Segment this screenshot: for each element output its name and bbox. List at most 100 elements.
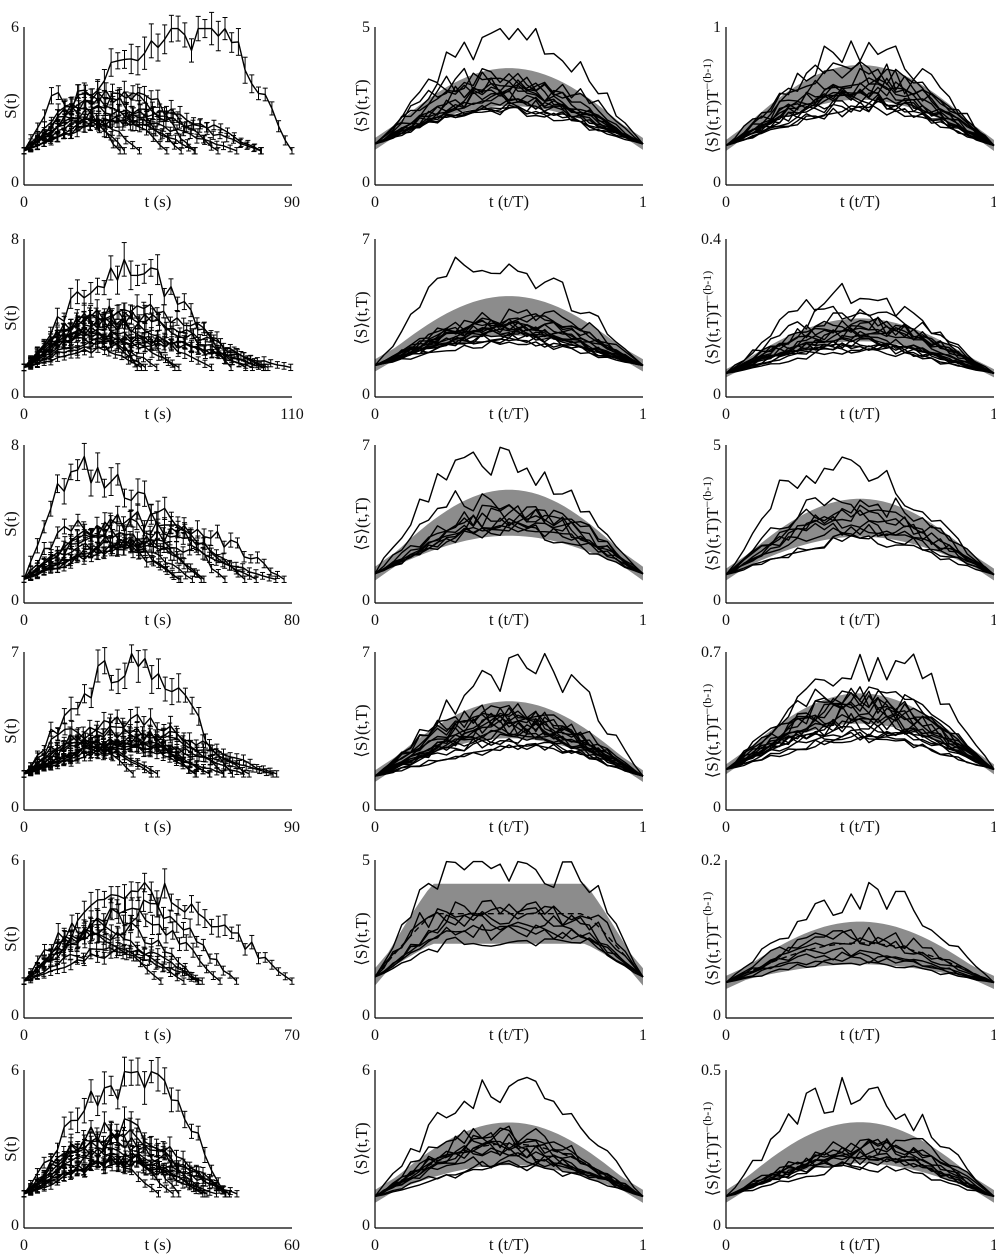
error-bar xyxy=(162,496,168,520)
error-bar xyxy=(175,899,181,916)
error-bar xyxy=(222,914,228,936)
error-bar xyxy=(162,563,168,573)
error-bar xyxy=(221,761,227,770)
error-bar xyxy=(186,971,192,980)
error-bar xyxy=(34,562,40,573)
y-tick-label: 6 xyxy=(11,1062,19,1079)
error-bar xyxy=(201,134,207,144)
mean-dashed-line xyxy=(374,913,644,978)
panel-r5c2: 0 5 0 1 t (t/T) ⟨S⟩(t,T) xyxy=(352,852,647,1044)
error-bar xyxy=(110,140,116,149)
series-line-9 xyxy=(23,517,257,580)
error-bar xyxy=(195,901,201,926)
error-bar xyxy=(150,133,156,142)
error-bar xyxy=(34,538,40,554)
error-bar xyxy=(74,529,80,543)
series-line-1 xyxy=(725,960,995,984)
error-bar xyxy=(194,1175,200,1186)
error-bar xyxy=(54,960,60,971)
error-bar xyxy=(88,745,94,758)
error-bar xyxy=(221,342,227,354)
error-bar xyxy=(61,740,67,751)
error-bar xyxy=(202,909,208,928)
x-tick-label: 0 xyxy=(722,194,730,211)
series-line-8 xyxy=(23,104,261,152)
error-bar xyxy=(48,944,54,959)
error-bar xyxy=(139,332,145,344)
error-bar xyxy=(48,333,54,346)
error-bar xyxy=(115,668,121,695)
error-bar xyxy=(176,564,182,573)
error-bar xyxy=(147,894,153,913)
error-bar xyxy=(157,543,163,556)
error-bar xyxy=(247,571,253,580)
error-bar xyxy=(149,914,155,936)
series-line-7 xyxy=(374,517,644,575)
series-line-0 xyxy=(374,860,644,978)
series-line-15 xyxy=(374,710,644,777)
y-tick-label: 0 xyxy=(362,1217,370,1234)
error-bar xyxy=(168,1087,174,1113)
y-tick-label: 7 xyxy=(11,644,19,661)
series-line-14 xyxy=(725,96,995,147)
error-bar xyxy=(155,254,161,286)
x-tick-label: 1 xyxy=(639,1237,647,1254)
error-bar xyxy=(55,85,61,100)
error-bar xyxy=(149,742,155,754)
series-line-0 xyxy=(374,1076,644,1197)
error-bar xyxy=(169,678,175,706)
error-bar xyxy=(121,542,127,556)
series-line-5 xyxy=(725,1161,995,1198)
panel-r1c3: 0 1 0 1 t (t/T) ⟨S⟩(t,T)T−(b-1) xyxy=(700,19,996,211)
error-bar xyxy=(180,735,186,747)
series-line-14 xyxy=(374,104,644,145)
error-bar xyxy=(194,935,200,948)
error-bar xyxy=(148,259,154,277)
error-bar xyxy=(123,103,129,118)
error-bar xyxy=(135,650,141,683)
y-axis-label: ⟨S⟩(t,T)T−(b-1) xyxy=(700,59,722,154)
y-tick-label: 0 xyxy=(362,592,370,609)
error-bar xyxy=(156,111,162,126)
error-bar xyxy=(227,1187,233,1196)
error-bar xyxy=(167,1136,173,1157)
y-axis-label: ⟨S⟩(t,T)T−(b-1) xyxy=(700,271,722,366)
y-axis-label: ⟨S⟩(t,T)T−(b-1) xyxy=(700,477,722,572)
series-line-0 xyxy=(374,446,644,575)
error-bar xyxy=(140,1137,146,1153)
error-bar xyxy=(189,895,194,913)
error-bar xyxy=(141,1159,147,1174)
error-bar xyxy=(182,22,188,48)
error-bar xyxy=(122,348,128,359)
x-tick-label: 0 xyxy=(722,819,730,836)
error-bar xyxy=(174,913,180,933)
error-bar xyxy=(173,725,179,740)
error-bar xyxy=(140,525,146,540)
error-bar xyxy=(176,575,182,583)
series-line-14 xyxy=(374,704,644,777)
error-bar xyxy=(81,343,87,356)
error-bar xyxy=(146,954,152,965)
x-tick-label: 0 xyxy=(371,1027,379,1044)
error-bar xyxy=(114,1123,120,1144)
panel-r1c2: 0 5 0 1 t (t/T) ⟨S⟩(t,T) xyxy=(352,19,647,211)
error-bar xyxy=(102,1140,108,1156)
error-bar xyxy=(268,567,274,577)
error-bar xyxy=(168,14,174,43)
error-bar xyxy=(174,529,180,543)
error-bar xyxy=(123,526,129,543)
error-bar xyxy=(68,463,74,481)
series-line-5 xyxy=(23,524,285,580)
y-tick-label: 6 xyxy=(11,852,19,869)
error-bar xyxy=(174,309,180,326)
error-bar xyxy=(187,918,193,938)
error-bar xyxy=(199,977,205,985)
error-bar xyxy=(107,941,113,954)
error-bar xyxy=(55,329,61,343)
error-bar xyxy=(41,749,47,760)
error-bar xyxy=(141,301,147,316)
error-bar xyxy=(167,1159,173,1172)
panel-r6c1: 060 60t (s)S(t) xyxy=(1,1056,300,1254)
error-bar xyxy=(193,739,199,751)
error-bar xyxy=(276,967,282,976)
